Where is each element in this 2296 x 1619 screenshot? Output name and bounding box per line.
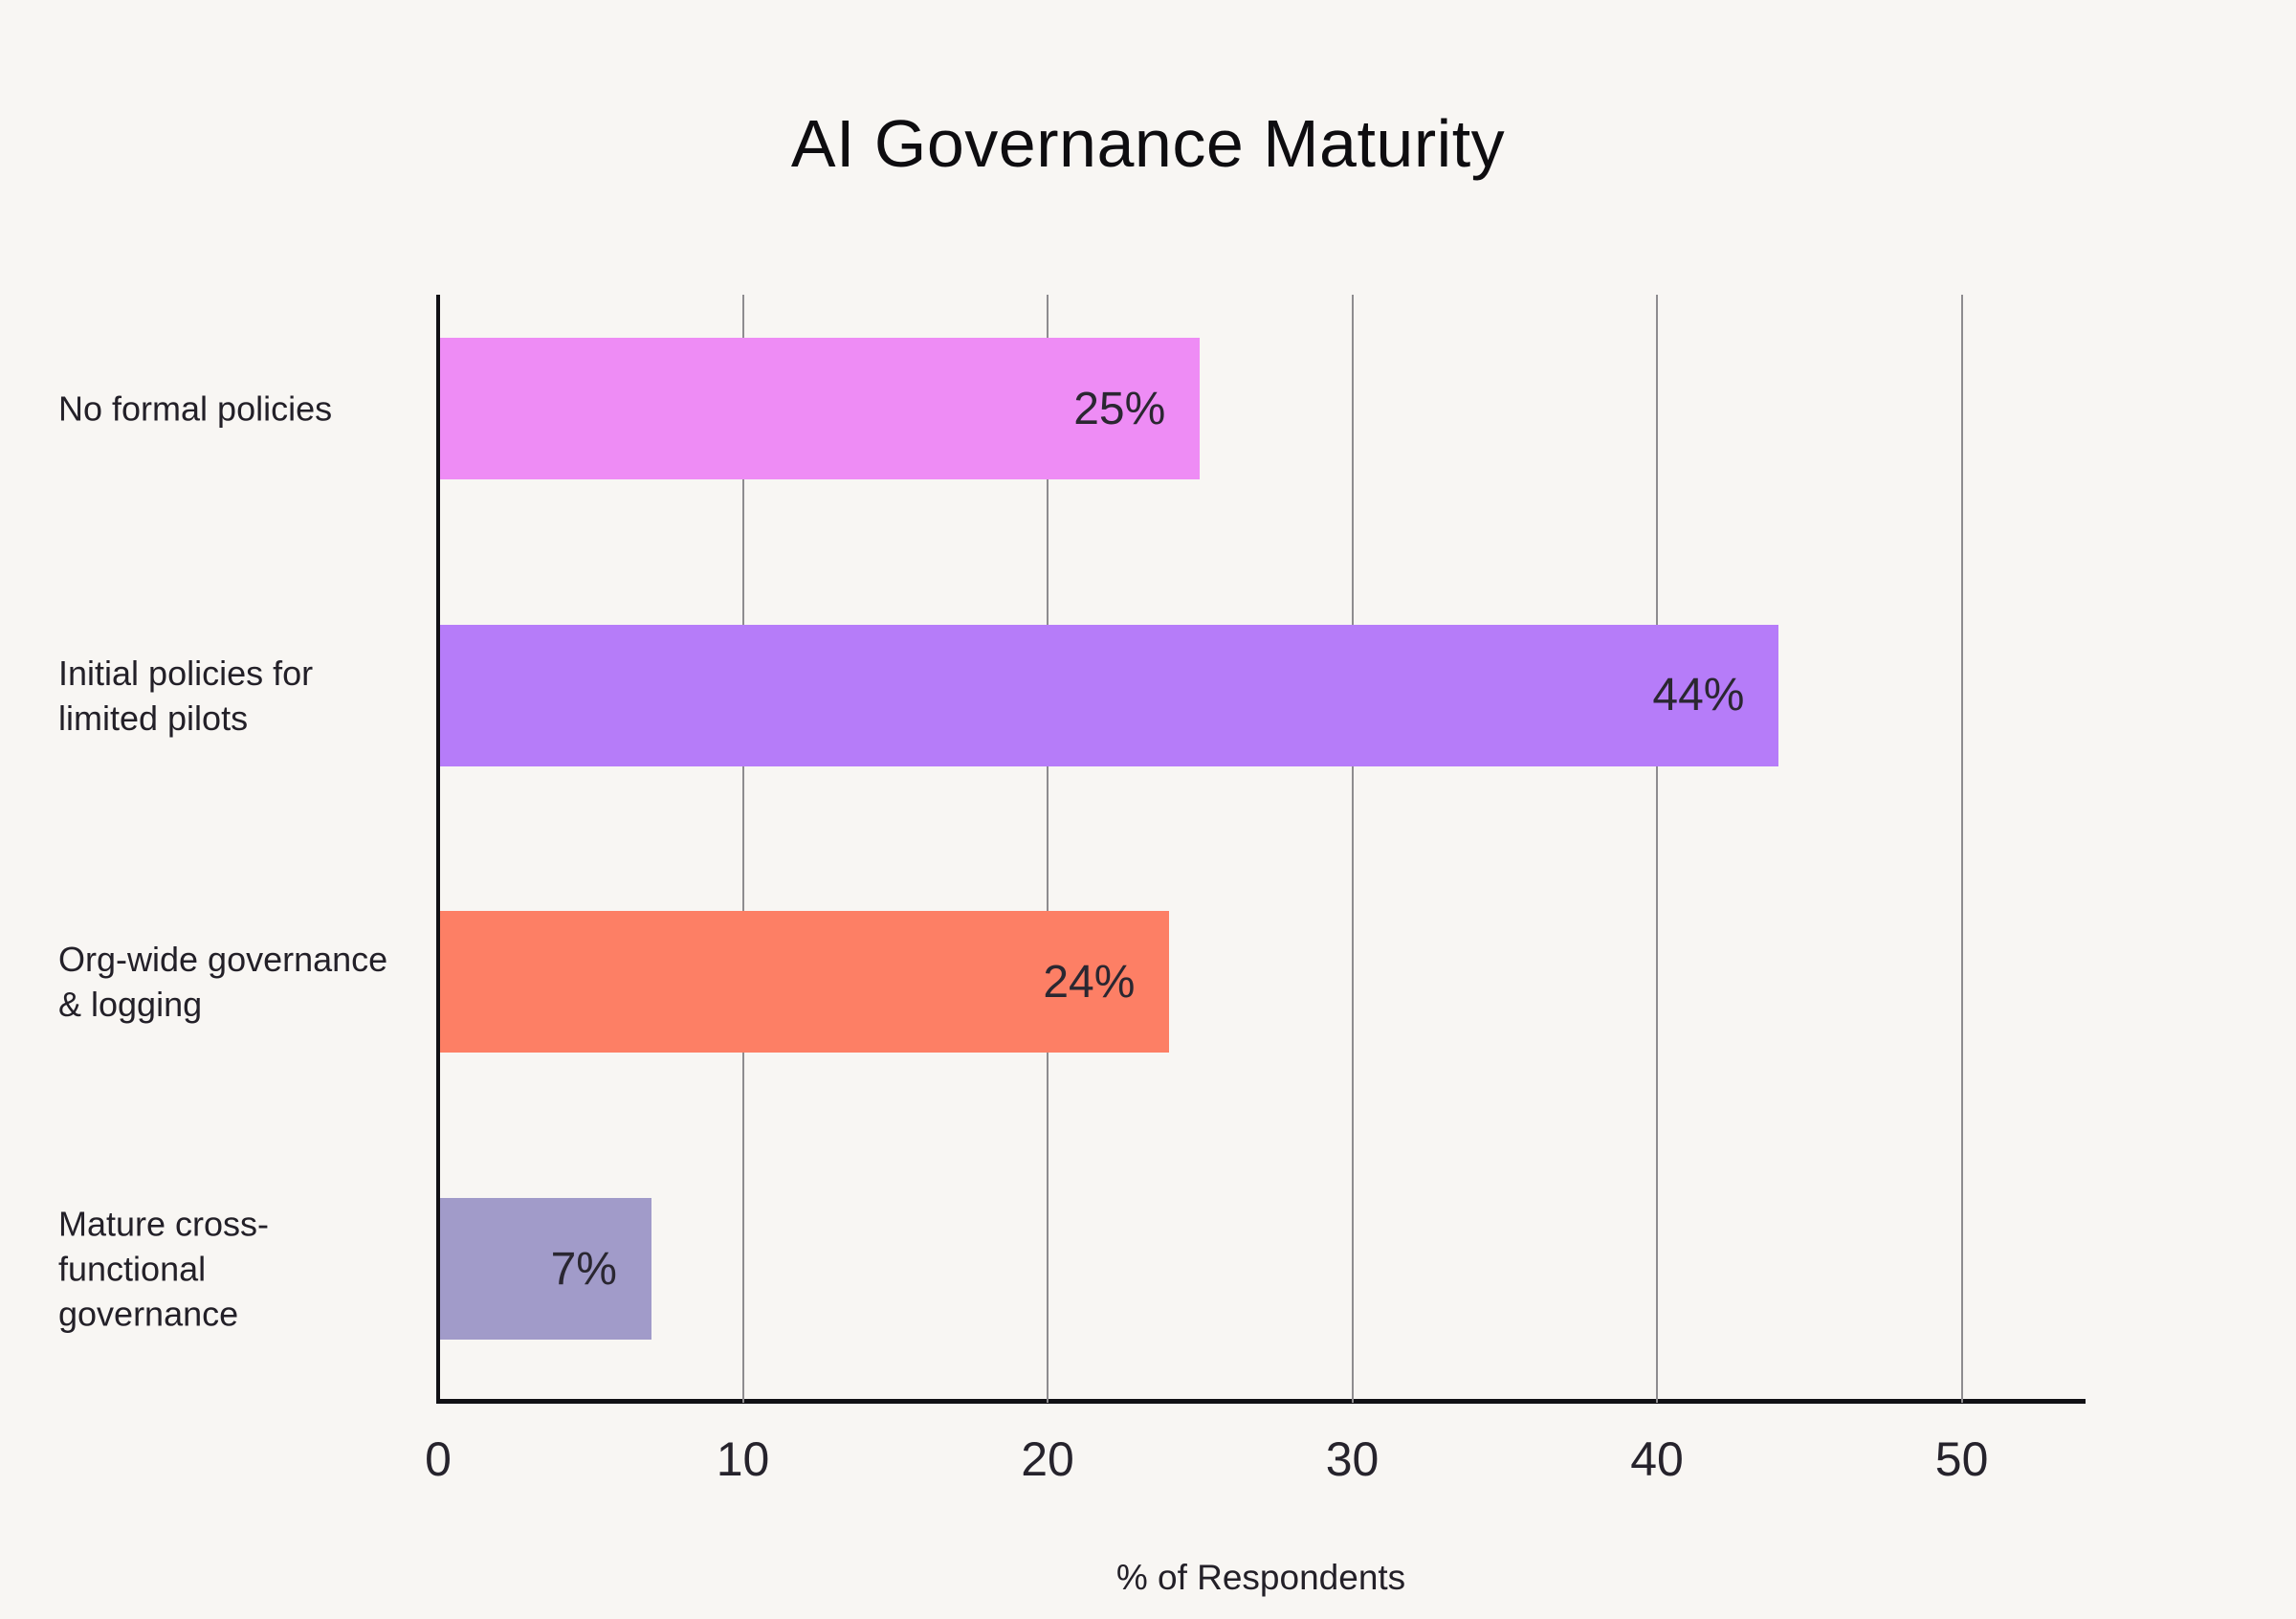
category-label-2: Org-wide governance & logging [58,937,422,1027]
category-label-line: No formal policies [58,388,333,429]
gridline-x-50 [1960,295,1963,1403]
gridline-x-10 [741,295,744,1403]
bar-value-label: 44% [1652,670,1745,721]
category-label-line: governance [58,1294,239,1334]
bar-0: 25% [440,338,1201,479]
bar-1: 44% [440,624,1779,766]
bar-value-label: 25% [1073,383,1166,434]
category-label-line: Org-wide governance [58,940,388,980]
category-label-3: Mature cross-functional governance [58,1202,422,1337]
x-axis-title: % of Respondents [1115,1558,1406,1597]
y-axis-spine [436,295,440,1403]
gridline-x-20 [1047,295,1049,1403]
x-tick-label-10: 10 [716,1432,770,1486]
x-axis-spine [436,1399,2086,1404]
chart-title: AI Governance Maturity [790,106,1506,181]
x-tick-label-0: 0 [425,1432,452,1486]
category-label-line: & logging [58,985,203,1025]
category-label-line: functional [58,1249,207,1289]
category-label-0: No formal policies [58,387,422,432]
bar-2: 24% [440,911,1170,1053]
gridline-x-40 [1656,295,1659,1403]
x-tick-label-30: 30 [1325,1432,1380,1486]
category-label-line: Mature cross- [58,1204,270,1244]
category-label-line: Initial policies for [58,653,314,693]
bar-value-label: 7% [550,1243,617,1295]
bar-value-label: 24% [1043,956,1136,1008]
x-tick-label-20: 20 [1021,1432,1074,1486]
x-tick-label-50: 50 [1934,1432,1989,1486]
bar-3: 7% [440,1198,651,1341]
x-tick-label-40: 40 [1630,1432,1684,1486]
category-label-line: limited pilots [58,698,249,738]
category-label-1: Initial policies for limited pilots [58,651,422,741]
gridline-x-30 [1351,295,1354,1403]
